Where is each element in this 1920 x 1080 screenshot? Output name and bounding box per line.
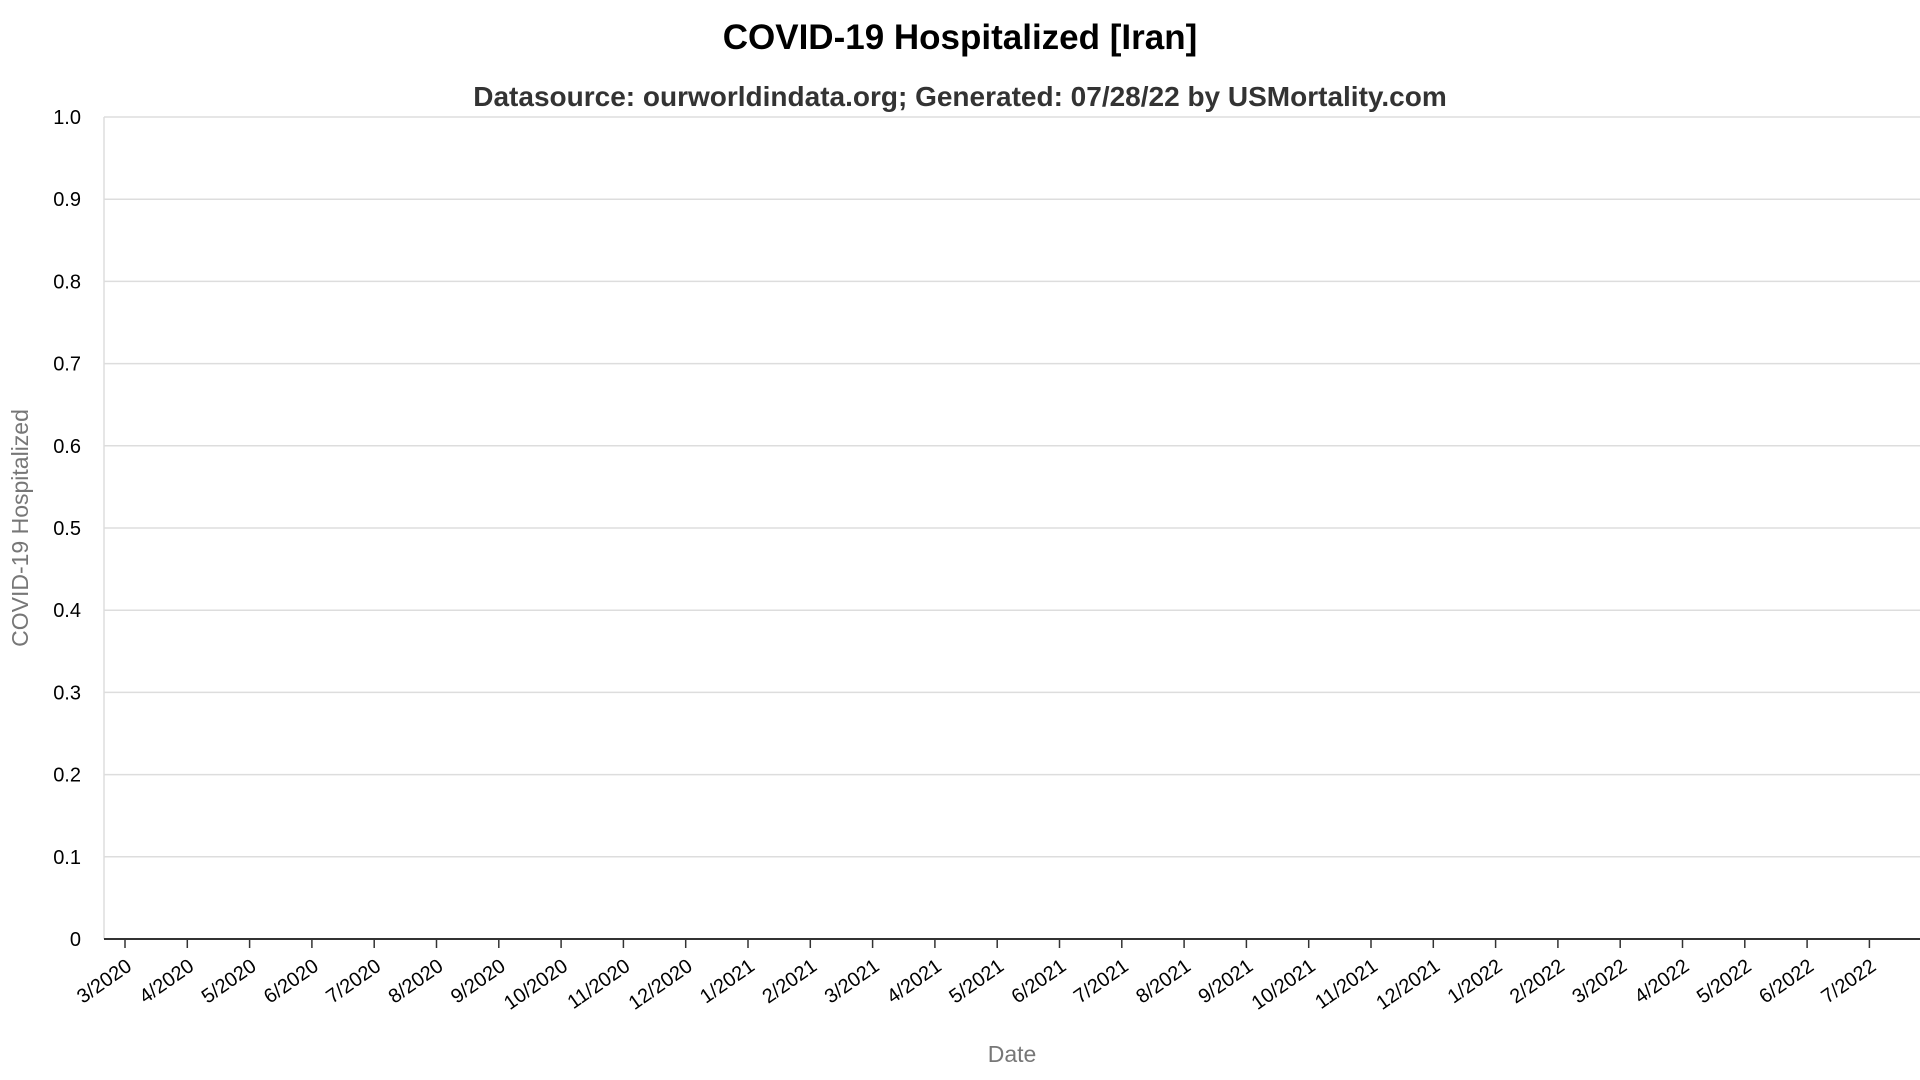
x-tick-label: 7/2020 [322, 955, 385, 1008]
chart-title: COVID-19 Hospitalized [Iran] [723, 18, 1198, 57]
y-tick-label: 0.9 [53, 189, 81, 211]
y-tick-label: 0.6 [53, 436, 81, 458]
x-tick-label: 11/2021 [1311, 955, 1382, 1014]
y-tick-label: 0.4 [53, 600, 81, 622]
x-tick-label: 2/2021 [758, 955, 821, 1008]
x-tick-label: 4/2021 [883, 955, 946, 1008]
x-tick-label: 6/2021 [1008, 955, 1071, 1008]
x-tick-label: 6/2020 [260, 955, 323, 1008]
x-axis-title: Date [988, 1041, 1037, 1067]
y-tick-label: 1.0 [53, 107, 81, 129]
x-tick-label: 4/2020 [135, 955, 198, 1008]
y-tick-label: 0.3 [53, 682, 81, 704]
x-tick-label: 2/2022 [1506, 955, 1569, 1008]
x-tick-label: 3/2020 [73, 955, 136, 1008]
x-tick-label: 4/2022 [1631, 955, 1694, 1008]
y-axis-title: COVID-19 Hospitalized [7, 409, 33, 647]
x-tick-label: 6/2022 [1755, 955, 1818, 1008]
y-tick-label: 0.1 [53, 847, 81, 869]
x-tick-label: 11/2020 [564, 955, 635, 1014]
x-axis-ticks: 3/2020 4/2020 5/2020 6/2020 7/2020 8/2020 9/20… [73, 939, 1880, 1015]
x-tick-label: 8/2021 [1132, 955, 1195, 1008]
x-tick-label: 10/2020 [500, 955, 572, 1014]
x-tick-label: 10/2021 [1248, 955, 1320, 1014]
y-tick-label: 0.2 [53, 765, 81, 787]
x-tick-label: 3/2021 [821, 955, 884, 1008]
x-tick-label: 5/2020 [198, 955, 261, 1008]
x-tick-label: 12/2021 [1372, 955, 1444, 1014]
x-tick-label: 1/2021 [696, 955, 759, 1008]
x-tick-label: 7/2021 [1070, 955, 1133, 1008]
y-tick-label: 0.7 [53, 354, 81, 376]
y-tick-label: 0.8 [53, 271, 81, 293]
x-tick-label: 9/2020 [447, 955, 510, 1008]
x-tick-label: 12/2020 [625, 955, 697, 1014]
chart-subtitle: Datasource: ourworldindata.org; Generate… [473, 81, 1447, 112]
x-tick-label: 8/2020 [385, 955, 448, 1008]
x-tick-label: 1/2022 [1444, 955, 1507, 1008]
gridlines [103, 116, 1920, 939]
y-tick-label: 0 [70, 929, 81, 951]
y-axis-ticks: 0 0.1 0.2 0.3 0.4 0.5 0.6 0.7 0.8 0.9 1.0 [53, 107, 81, 951]
x-tick-label: 9/2021 [1195, 955, 1258, 1008]
x-tick-label: 3/2022 [1568, 955, 1631, 1008]
x-tick-label: 5/2022 [1693, 955, 1756, 1008]
x-tick-label: 7/2022 [1818, 955, 1881, 1008]
x-tick-label: 5/2021 [945, 955, 1008, 1008]
y-tick-label: 0.5 [53, 518, 81, 540]
